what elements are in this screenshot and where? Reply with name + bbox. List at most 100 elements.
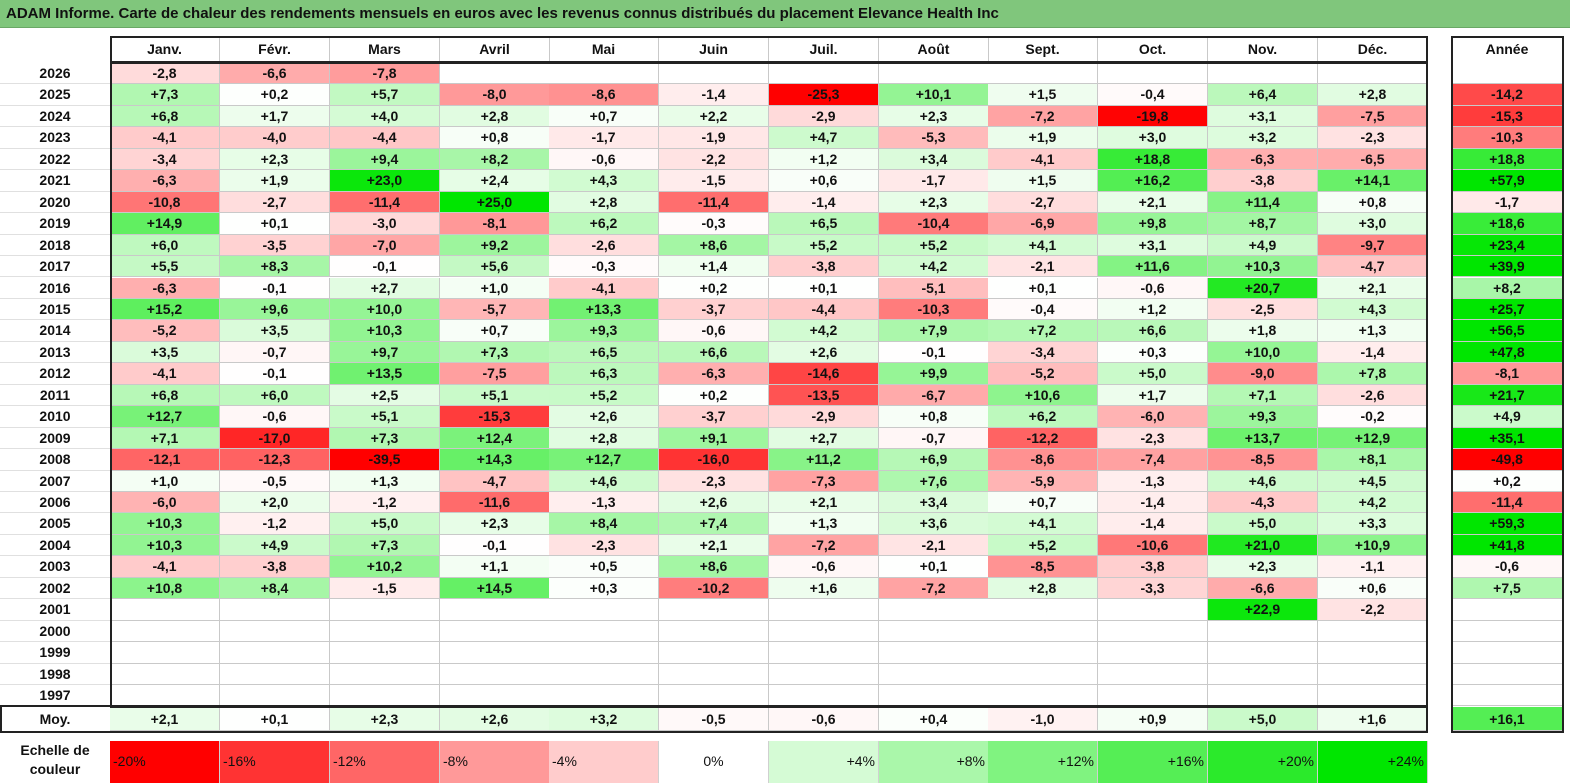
column-header-8: Août [879,36,989,62]
heatmap-cell: -7,2 [879,577,989,600]
heatmap-cell: -4,1 [110,363,220,385]
heatmap-cell: -5,9 [988,470,1098,492]
heatmap-cell: +7,1 [1208,384,1318,407]
heatmap-cell: -10,6 [1098,534,1208,557]
heatmap-cell: -5,1 [879,277,989,299]
heatmap-cell: -10,8 [110,191,220,214]
heatmap-cell [879,620,989,643]
heatmap-cell: +2,3 [440,513,550,535]
row-label-2017: 2017 [0,256,110,278]
heatmap-cell: -2,3 [659,470,769,492]
heatmap-cell: +13,5 [330,363,440,385]
heatmap-cell: -7,2 [988,105,1098,128]
legend-title: Echelle de couleur [20,742,90,777]
heatmap-cell: -0,3 [659,213,769,235]
heatmap-cell [549,63,659,85]
heatmap-cell: -10,2 [659,577,769,600]
heatmap-cell [110,642,220,664]
annual-cell: +18,8 [1452,148,1562,171]
heatmap-cell [549,620,659,643]
heatmap-cell: +3,3 [1318,513,1428,535]
heatmap-cell: -4,1 [988,148,1098,171]
heatmap-cell: -6,0 [110,492,220,514]
heatmap-cell: +4,6 [1208,470,1318,492]
heatmap-cell: +1,3 [1318,320,1428,342]
heatmap-cell: +6,2 [549,213,659,235]
heatmap-cell: -0,6 [549,148,659,171]
heatmap-cell: -2,3 [1098,427,1208,450]
heatmap-cell: -3,0 [330,213,440,235]
heatmap-cell: +0,1 [988,277,1098,299]
heatmap-cell: +15,2 [110,298,220,321]
heatmap-cell: -6,0 [1098,406,1208,428]
heatmap-cell: -5,3 [879,127,989,149]
row-label-2003: 2003 [0,556,110,578]
heatmap-cell: -0,2 [1318,406,1428,428]
heatmap-cell: +6,0 [220,384,330,407]
heatmap-cell [879,663,989,686]
heatmap-cell: +0,1 [220,213,330,235]
heatmap-cell: -6,6 [1208,577,1318,600]
heatmap-cell [1098,620,1208,643]
heatmap-cell: -1,4 [769,191,879,214]
heatmap-cell: -1,5 [330,577,440,600]
heatmap-cell [1098,63,1208,85]
heatmap-cell [659,620,769,643]
heatmap-cell: +4,5 [1318,470,1428,492]
heatmap-cell: +0,3 [549,577,659,600]
heatmap-cell [330,620,440,643]
average-cell: -0,5 [659,707,769,731]
heatmap-cell: +10,0 [330,298,440,321]
heatmap-cell: -1,4 [1098,492,1208,514]
heatmap-cell [220,642,330,664]
row-label-1997: 1997 [0,685,110,707]
heatmap-cell: -7,2 [769,534,879,557]
heatmap-cell: -5,2 [988,363,1098,385]
heatmap-cell: -7,5 [1318,105,1428,128]
heatmap-cell [440,685,550,707]
heatmap-cell: -1,7 [879,170,989,192]
average-cell: +0,4 [879,707,989,731]
heatmap-cell: +3,0 [1318,213,1428,235]
heatmap-cell [879,599,989,621]
heatmap-cell: -3,8 [1208,170,1318,192]
heatmap-cell: -1,4 [1098,513,1208,535]
row-label-1998: 1998 [0,664,110,686]
heatmap-cell: +1,8 [1208,320,1318,342]
heatmap-cell: -9,0 [1208,363,1318,385]
annual-cell: +21,7 [1452,384,1562,407]
heatmap-cell: +4,9 [1208,234,1318,257]
heatmap-cell [769,642,879,664]
heatmap-cell: +1,6 [769,577,879,600]
heatmap-cell: +1,1 [440,556,550,578]
heatmap-cell: +1,5 [988,170,1098,192]
heatmap-cell: -0,3 [549,256,659,278]
heatmap-cell: +0,2 [220,84,330,106]
heatmap-cell: +1,3 [330,470,440,492]
row-label-2021: 2021 [0,170,110,192]
heatmap-cell [1318,620,1428,643]
heatmap-cell: -5,2 [110,320,220,342]
heatmap-cell: +9,2 [440,234,550,257]
column-header-3: Mars [330,36,440,62]
heatmap-cell: +9,7 [330,341,440,364]
average-cell: +3,2 [549,707,659,731]
heatmap-cell: -6,9 [988,213,1098,235]
heatmap-cell: -0,5 [220,470,330,492]
heatmap-cell: +14,5 [440,577,550,600]
heatmap-cell [549,642,659,664]
column-header-10: Oct. [1098,36,1208,62]
heatmap-cell: +3,1 [1098,234,1208,257]
heatmap-cell [1208,620,1318,643]
heatmap-cell: +2,6 [769,341,879,364]
heatmap-cell [1208,63,1318,85]
heatmap-cell [769,663,879,686]
heatmap-cell: +20,7 [1208,277,1318,299]
heatmap-cell: +3,1 [1208,105,1318,128]
heatmap-cell: -11,4 [330,191,440,214]
heatmap-cell: -6,6 [220,63,330,85]
heatmap-cell [988,685,1098,707]
heatmap-cell: +0,3 [1098,341,1208,364]
heatmap-cell: +7,4 [659,513,769,535]
heatmap-cell: -2,5 [1208,298,1318,321]
